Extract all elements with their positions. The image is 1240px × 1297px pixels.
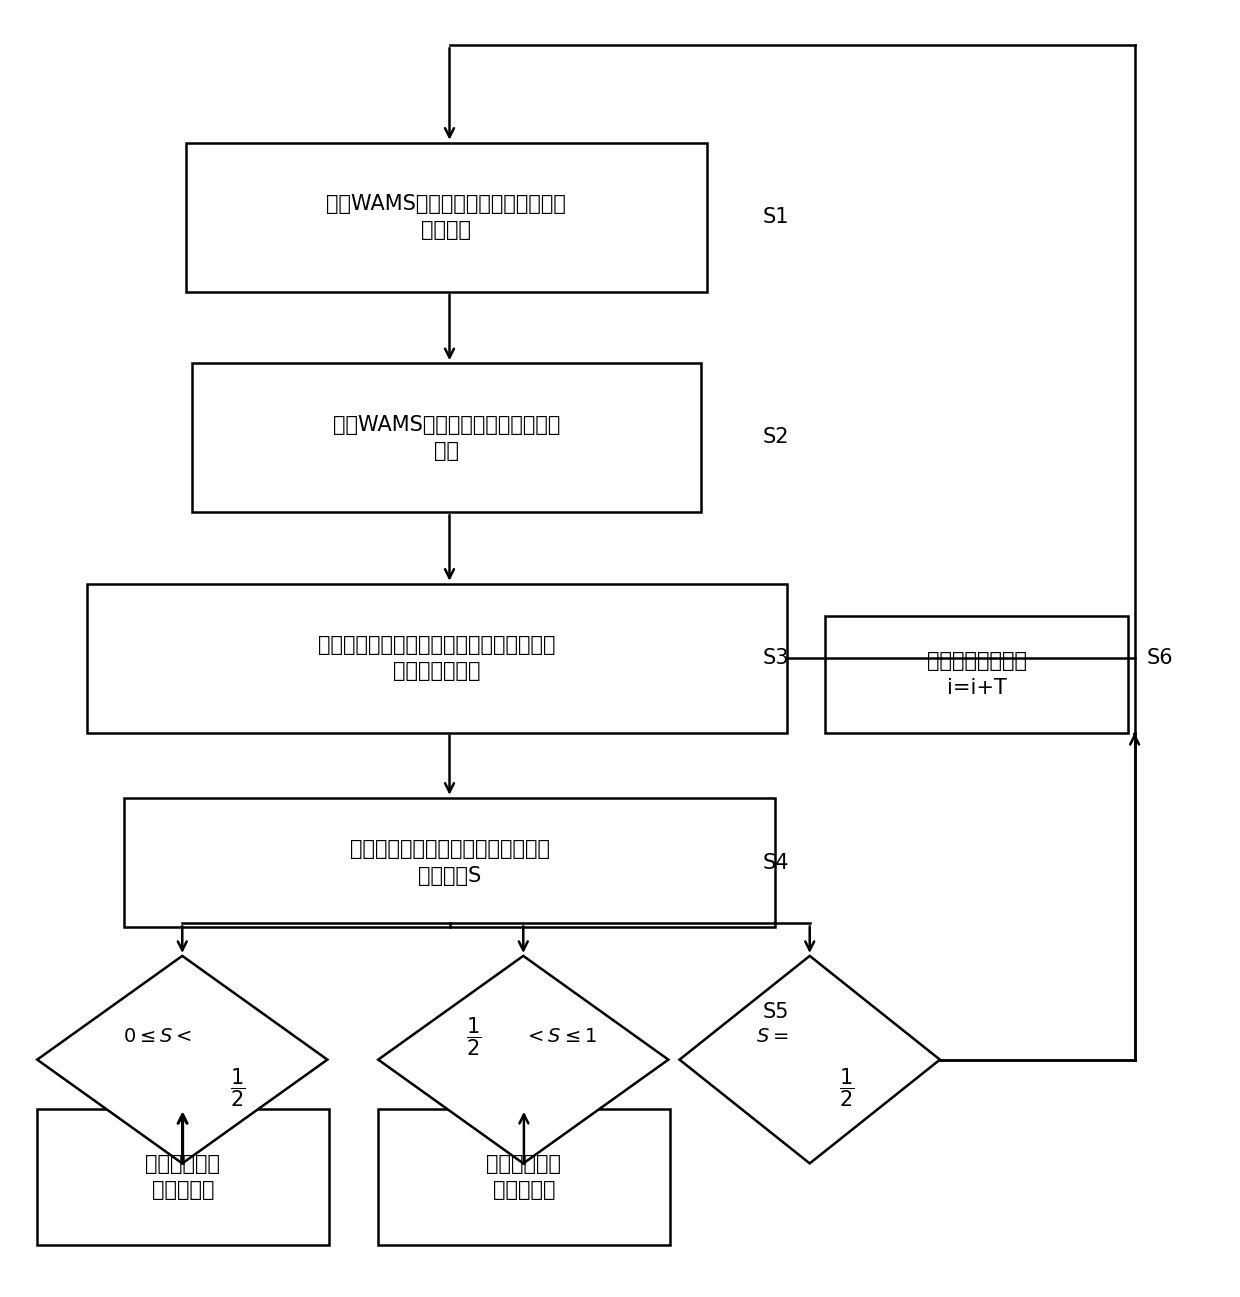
FancyBboxPatch shape bbox=[825, 616, 1128, 733]
Text: 根据主导系统变量计算主导失稳模式
识别指标S: 根据主导系统变量计算主导失稳模式 识别指标S bbox=[350, 839, 549, 886]
Polygon shape bbox=[378, 956, 668, 1163]
Text: 电压失稳为主
导失稳模式: 电压失稳为主 导失稳模式 bbox=[486, 1154, 562, 1200]
FancyBboxPatch shape bbox=[87, 584, 787, 733]
Text: $0\leq S<$: $0\leq S<$ bbox=[123, 1027, 192, 1045]
Text: S4: S4 bbox=[763, 852, 789, 873]
Text: S6: S6 bbox=[1147, 647, 1173, 668]
Text: S5: S5 bbox=[763, 1001, 789, 1022]
FancyBboxPatch shape bbox=[186, 143, 707, 292]
FancyBboxPatch shape bbox=[378, 1109, 670, 1245]
Text: 根据实时量测信息计算能反映系统失稳模式
的主导系统变量: 根据实时量测信息计算能反映系统失稳模式 的主导系统变量 bbox=[319, 636, 556, 681]
Polygon shape bbox=[680, 956, 940, 1163]
Text: $\dfrac{1}{2}$: $\dfrac{1}{2}$ bbox=[466, 1016, 481, 1057]
Text: 通过WAMS测量信息确定故障后系统的
输电断面: 通过WAMS测量信息确定故障后系统的 输电断面 bbox=[326, 195, 567, 240]
Text: $<S\leq 1$: $<S\leq 1$ bbox=[525, 1027, 596, 1045]
Text: S1: S1 bbox=[763, 206, 789, 227]
FancyBboxPatch shape bbox=[124, 798, 775, 927]
Text: $S=$: $S=$ bbox=[756, 1027, 789, 1045]
Text: 通过WAMS获取输电断面的实时量测
信息: 通过WAMS获取输电断面的实时量测 信息 bbox=[332, 415, 560, 460]
Text: 无法判断失稳模式
i=i+T: 无法判断失稳模式 i=i+T bbox=[926, 651, 1027, 698]
Text: 功角失稳为主
导失稳模式: 功角失稳为主 导失稳模式 bbox=[145, 1154, 221, 1200]
Text: $\dfrac{1}{2}$: $\dfrac{1}{2}$ bbox=[231, 1067, 246, 1109]
Text: $\dfrac{1}{2}$: $\dfrac{1}{2}$ bbox=[839, 1067, 854, 1109]
Polygon shape bbox=[37, 956, 327, 1163]
FancyBboxPatch shape bbox=[192, 363, 701, 512]
Text: S3: S3 bbox=[763, 647, 789, 668]
FancyBboxPatch shape bbox=[37, 1109, 329, 1245]
Text: S2: S2 bbox=[763, 427, 789, 447]
